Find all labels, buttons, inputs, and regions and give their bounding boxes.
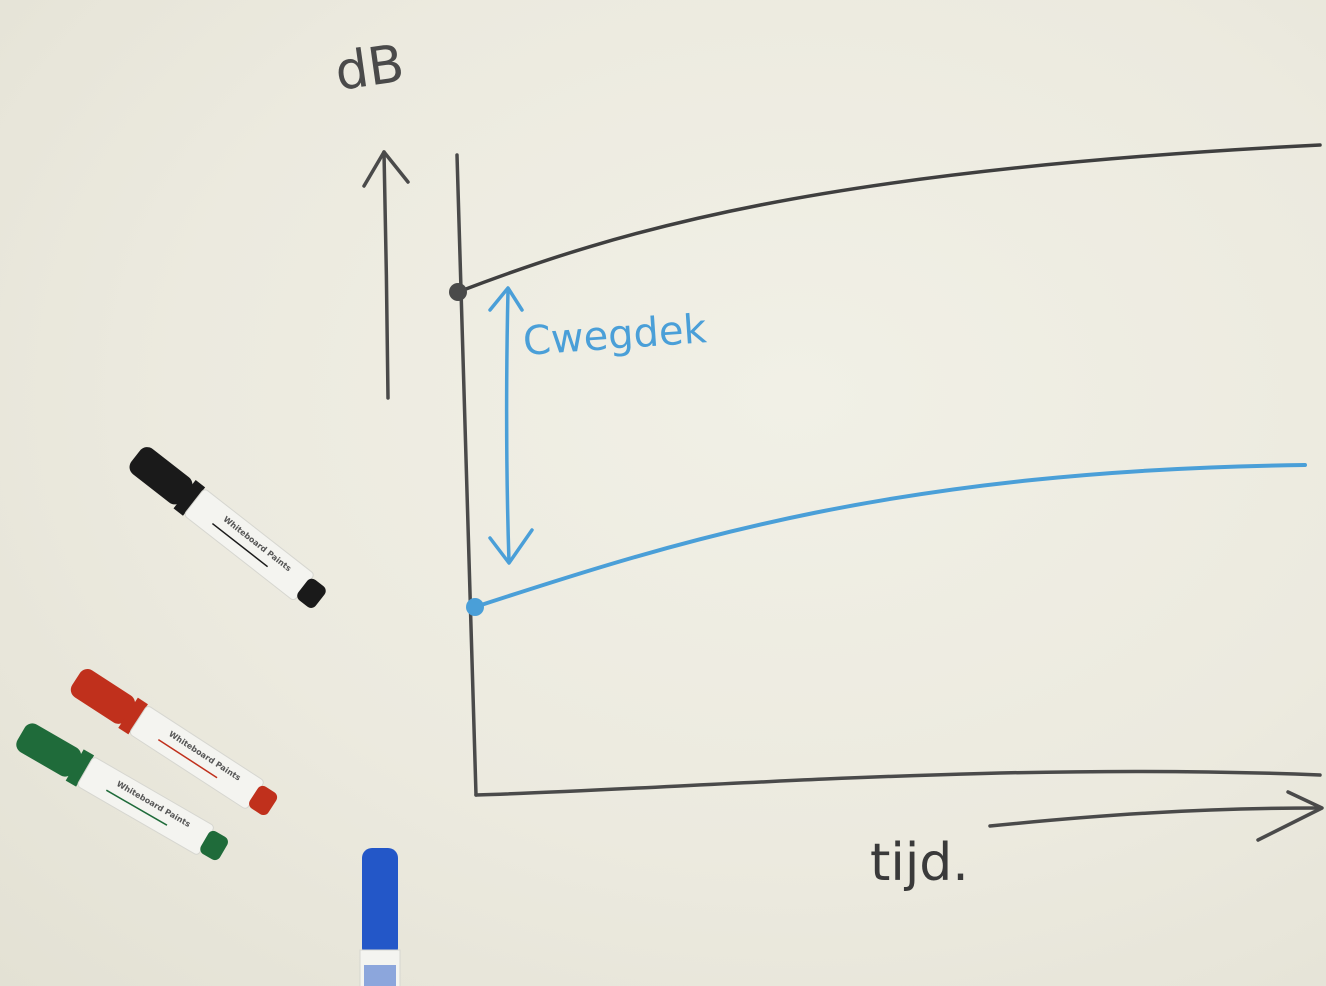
black-marker: Whiteboard Paints [129, 447, 326, 608]
x-axis-line [474, 769, 1322, 797]
x-axis-label: tijd. [870, 833, 969, 893]
upper-curve [456, 143, 1322, 294]
lower-curve-start-point [466, 598, 484, 616]
y-axis-label: dB [331, 34, 407, 103]
gap-double-arrow [488, 286, 534, 565]
y-direction-arrow [362, 150, 410, 400]
gap-label: Cwegdek [521, 306, 708, 365]
blue-marker [359, 848, 401, 986]
upper-curve-start-point [449, 283, 467, 301]
x-direction-arrow [988, 790, 1324, 842]
green-marker: Whiteboard Paints [16, 723, 228, 861]
y-axis-line [455, 153, 478, 797]
chart-axes [455, 153, 1322, 797]
lower-curve [473, 463, 1307, 609]
